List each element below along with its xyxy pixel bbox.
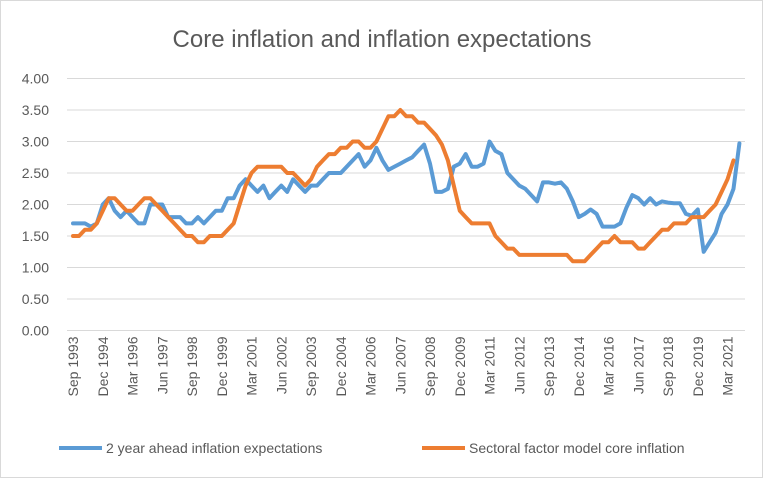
y-tick-label: 2.00	[22, 197, 49, 213]
x-tick-label: Sep 2008	[422, 336, 438, 396]
x-tick-label: Sep 2013	[541, 336, 557, 396]
x-tick-label: Dec 2009	[452, 336, 468, 396]
x-tick-label: Jun 2002	[273, 336, 289, 394]
y-tick-label: 3.00	[22, 134, 49, 150]
y-tick-label: 4.00	[22, 71, 49, 87]
x-tick-label: Sep 2018	[660, 336, 676, 396]
x-tick-label: Mar 2001	[244, 336, 260, 395]
x-tick-label: Sep 1998	[184, 336, 200, 396]
x-tick-label: Jun 2017	[630, 336, 646, 394]
chart-title: Core inflation and inflation expectation…	[173, 26, 592, 53]
legend-label: Sectoral factor model core inflation	[469, 440, 685, 456]
legend-label: 2 year ahead inflation expectations	[106, 440, 322, 456]
x-tick-label: Dec 2004	[333, 336, 349, 396]
x-tick-label: Mar 2011	[482, 336, 498, 394]
x-tick-label: Jun 2007	[392, 336, 408, 394]
y-tick-label: 0.50	[22, 291, 49, 307]
y-tick-label: 0.00	[22, 323, 49, 339]
x-tick-label: Dec 1999	[214, 336, 230, 396]
x-tick-label: Sep 2003	[303, 336, 319, 396]
x-tick-label: Dec 1994	[95, 336, 111, 396]
x-tick-label: Dec 2019	[690, 336, 706, 396]
x-tick-label: Mar 2021	[720, 336, 736, 395]
series-line-expectations	[73, 142, 739, 252]
y-tick-label: 1.50	[22, 228, 49, 244]
y-tick-label: 2.50	[22, 165, 49, 181]
x-tick-label: Mar 1996	[125, 336, 141, 395]
x-tick-label: Mar 2006	[363, 336, 379, 395]
y-tick-label: 1.00	[22, 260, 49, 276]
x-tick-label: Dec 2014	[571, 336, 587, 396]
x-tick-label: Jun 2012	[511, 336, 527, 394]
y-tick-label: 3.50	[22, 102, 49, 118]
x-tick-label: Jun 1997	[154, 336, 170, 394]
x-tick-label: Mar 2016	[601, 336, 617, 395]
x-tick-label: Sep 1993	[65, 336, 81, 396]
series-line-core-inflation	[73, 110, 734, 261]
